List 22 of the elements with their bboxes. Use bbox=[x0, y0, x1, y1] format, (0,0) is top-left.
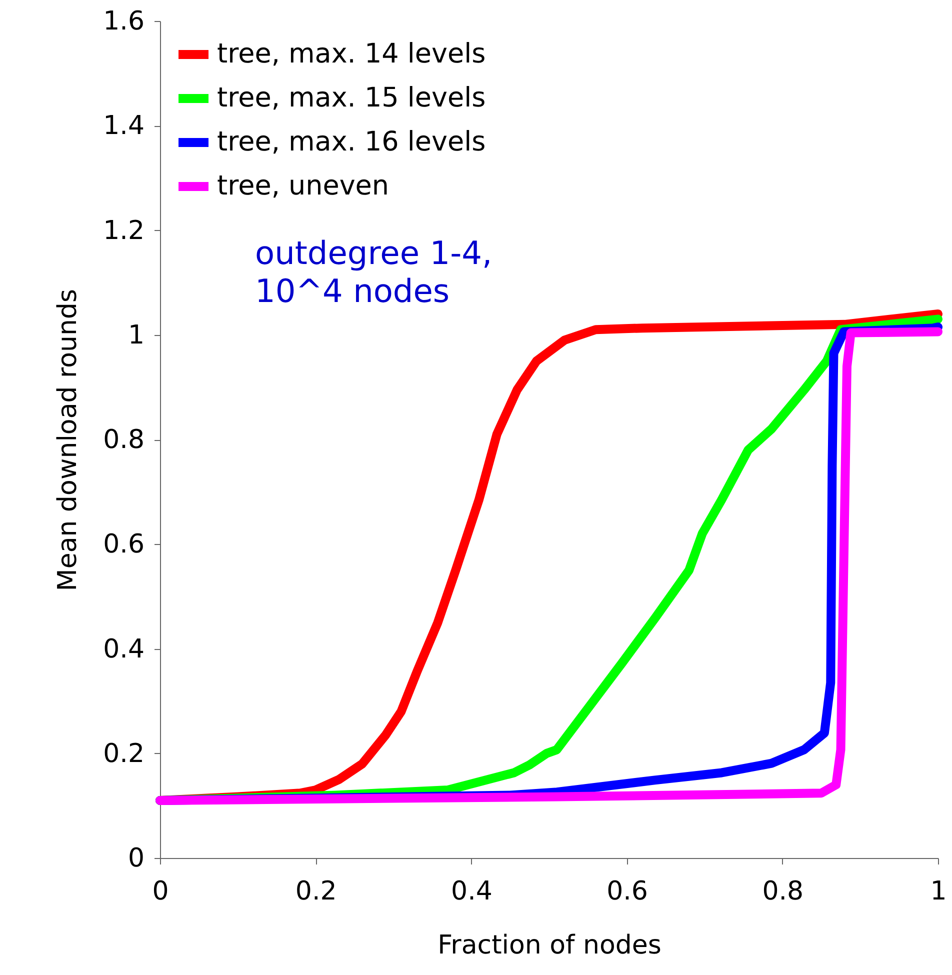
annotation: outdegree 1-4, 10^4 nodes bbox=[255, 234, 492, 310]
legend-label: tree, uneven bbox=[217, 170, 390, 202]
x-tick-label: 0.8 bbox=[762, 876, 804, 906]
y-axis-title: Mean download rounds bbox=[53, 288, 84, 592]
x-tick-label: 0 bbox=[152, 876, 169, 906]
y-tick-label: 1.2 bbox=[103, 216, 144, 246]
y-tick-label: 1.4 bbox=[103, 111, 144, 142]
y-tick-label: 0.2 bbox=[103, 738, 144, 769]
x-tick-label: 1 bbox=[930, 876, 947, 906]
y-tick-label: 0.4 bbox=[103, 634, 144, 664]
x-tick-label: 0.2 bbox=[295, 876, 337, 906]
y-tick-label: 0.6 bbox=[103, 530, 144, 560]
x-tick-label: 0.6 bbox=[606, 876, 648, 906]
legend-label: tree, max. 16 levels bbox=[217, 126, 486, 158]
x-tick-label: 0.4 bbox=[451, 876, 492, 906]
x-axis-title: Fraction of nodes bbox=[438, 930, 662, 960]
y-tick-label: 0.8 bbox=[103, 425, 144, 455]
y-tick-label: 1.6 bbox=[103, 6, 144, 36]
legend-label: tree, max. 15 levels bbox=[217, 82, 486, 114]
y-tick-label: 1 bbox=[128, 320, 144, 350]
legend-label: tree, max. 14 levels bbox=[217, 38, 486, 70]
y-tick-label: 0 bbox=[128, 844, 144, 874]
